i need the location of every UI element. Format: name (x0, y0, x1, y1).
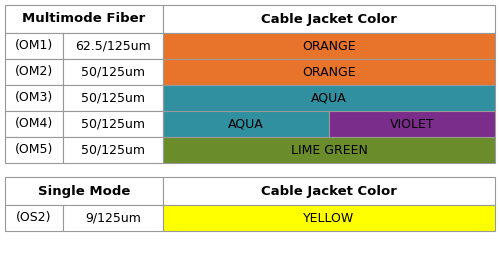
Text: (OM2): (OM2) (15, 66, 53, 79)
Bar (163, 59, 495, 85)
Bar (163, 5, 495, 33)
Bar (163, 85, 495, 111)
Bar (5, 33, 63, 59)
Text: VIOLET: VIOLET (390, 117, 434, 130)
Bar (63, 205, 163, 231)
Bar (63, 111, 163, 137)
Bar (63, 137, 163, 163)
Text: 50/125um: 50/125um (81, 66, 145, 79)
Text: (OM1): (OM1) (15, 39, 53, 52)
Text: 62.5/125um: 62.5/125um (75, 39, 151, 52)
Text: (OS2): (OS2) (16, 211, 52, 224)
Bar (5, 5, 163, 33)
Text: 50/125um: 50/125um (81, 117, 145, 130)
Text: (OM3): (OM3) (15, 92, 53, 104)
Text: ORANGE: ORANGE (302, 39, 356, 52)
Bar (163, 177, 495, 205)
Text: Cable Jacket Color: Cable Jacket Color (261, 12, 397, 25)
Text: LIME GREEN: LIME GREEN (290, 143, 368, 157)
Bar (5, 111, 63, 137)
Text: Multimode Fiber: Multimode Fiber (22, 12, 146, 25)
Bar (63, 33, 163, 59)
Text: Single Mode: Single Mode (38, 184, 130, 197)
Text: Cable Jacket Color: Cable Jacket Color (261, 184, 397, 197)
Bar (5, 205, 63, 231)
Text: 9/125um: 9/125um (85, 211, 141, 224)
Text: YELLOW: YELLOW (304, 211, 354, 224)
Text: AQUA: AQUA (228, 117, 264, 130)
Bar (163, 111, 329, 137)
Text: 50/125um: 50/125um (81, 92, 145, 104)
Text: ORANGE: ORANGE (302, 66, 356, 79)
Bar (5, 137, 63, 163)
Bar (63, 85, 163, 111)
Bar (163, 205, 495, 231)
Bar (5, 85, 63, 111)
Bar (63, 59, 163, 85)
Text: (OM5): (OM5) (15, 143, 53, 157)
Bar (5, 177, 163, 205)
Text: 50/125um: 50/125um (81, 143, 145, 157)
Bar (163, 33, 495, 59)
Bar (163, 137, 495, 163)
Text: AQUA: AQUA (311, 92, 347, 104)
Bar (5, 59, 63, 85)
Text: (OM4): (OM4) (15, 117, 53, 130)
Bar (329, 111, 495, 137)
